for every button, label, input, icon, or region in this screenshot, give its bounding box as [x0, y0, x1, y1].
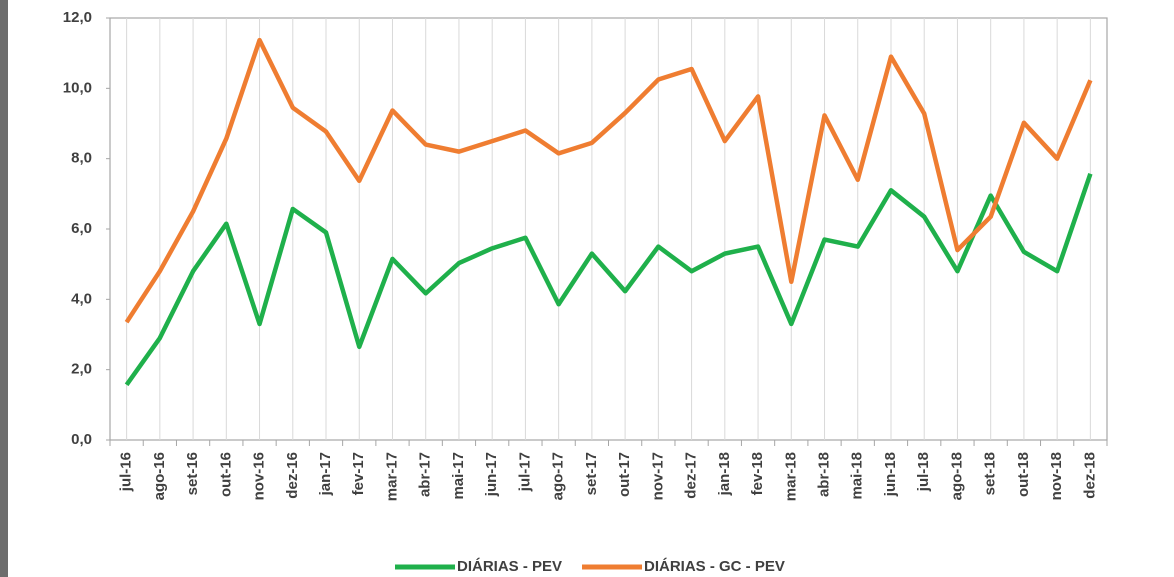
- x-tick-label: jul-16: [118, 452, 135, 492]
- window-edge: [0, 0, 8, 577]
- x-tick-label: jan-17: [317, 452, 334, 496]
- series-line: [124, 37, 1093, 324]
- x-tick-label: ago-18: [948, 452, 965, 500]
- y-tick-label: 0,0: [71, 431, 92, 448]
- x-tick-label: fev-17: [350, 452, 367, 495]
- x-tick-label: mai-18: [849, 452, 866, 500]
- x-tick-label: jul-17: [516, 452, 533, 492]
- x-tick-label: mai-17: [450, 452, 467, 500]
- x-tick-label: ago-16: [151, 452, 168, 500]
- x-tick-label: out-16: [217, 452, 234, 497]
- series-line: [124, 173, 1093, 387]
- x-tick-label: dez-17: [683, 452, 700, 499]
- y-tick-label: 12,0: [63, 9, 92, 26]
- x-tick-label: dez-16: [284, 452, 301, 499]
- y-tick-label: 4,0: [71, 290, 92, 307]
- x-tick-label: fev-18: [749, 452, 766, 495]
- x-tick-label: mar-17: [383, 452, 400, 501]
- y-tick-label: 2,0: [71, 361, 92, 378]
- x-tick-label: abr-17: [417, 452, 434, 497]
- x-tick-label: ago-17: [550, 452, 567, 500]
- x-tick-label: out-18: [1015, 452, 1032, 497]
- legend-label: DIÁRIAS - PEV: [457, 558, 562, 575]
- x-tick-label: jun-18: [882, 452, 899, 497]
- x-tick-label: jan-18: [716, 452, 733, 496]
- x-tick-label: jul-18: [915, 452, 932, 492]
- y-tick-label: 8,0: [71, 150, 92, 167]
- x-tick-label: nov-17: [649, 452, 666, 500]
- x-tick-label: dez-18: [1081, 452, 1098, 499]
- x-tick-label: set-16: [184, 452, 201, 495]
- x-tick-label: mar-18: [782, 452, 799, 501]
- x-tick-label: jun-17: [483, 452, 500, 497]
- legend-label: DIÁRIAS - GC - PEV: [644, 558, 785, 575]
- y-tick-label: 10,0: [63, 79, 92, 96]
- x-tick-label: out-17: [616, 452, 633, 497]
- x-tick-label: nov-18: [1048, 452, 1065, 500]
- x-tick-label: nov-16: [251, 452, 268, 500]
- x-tick-label: abr-18: [815, 452, 832, 497]
- y-tick-label: 6,0: [71, 220, 92, 237]
- x-tick-label: set-18: [982, 452, 999, 495]
- x-tick-label: set-17: [583, 452, 600, 495]
